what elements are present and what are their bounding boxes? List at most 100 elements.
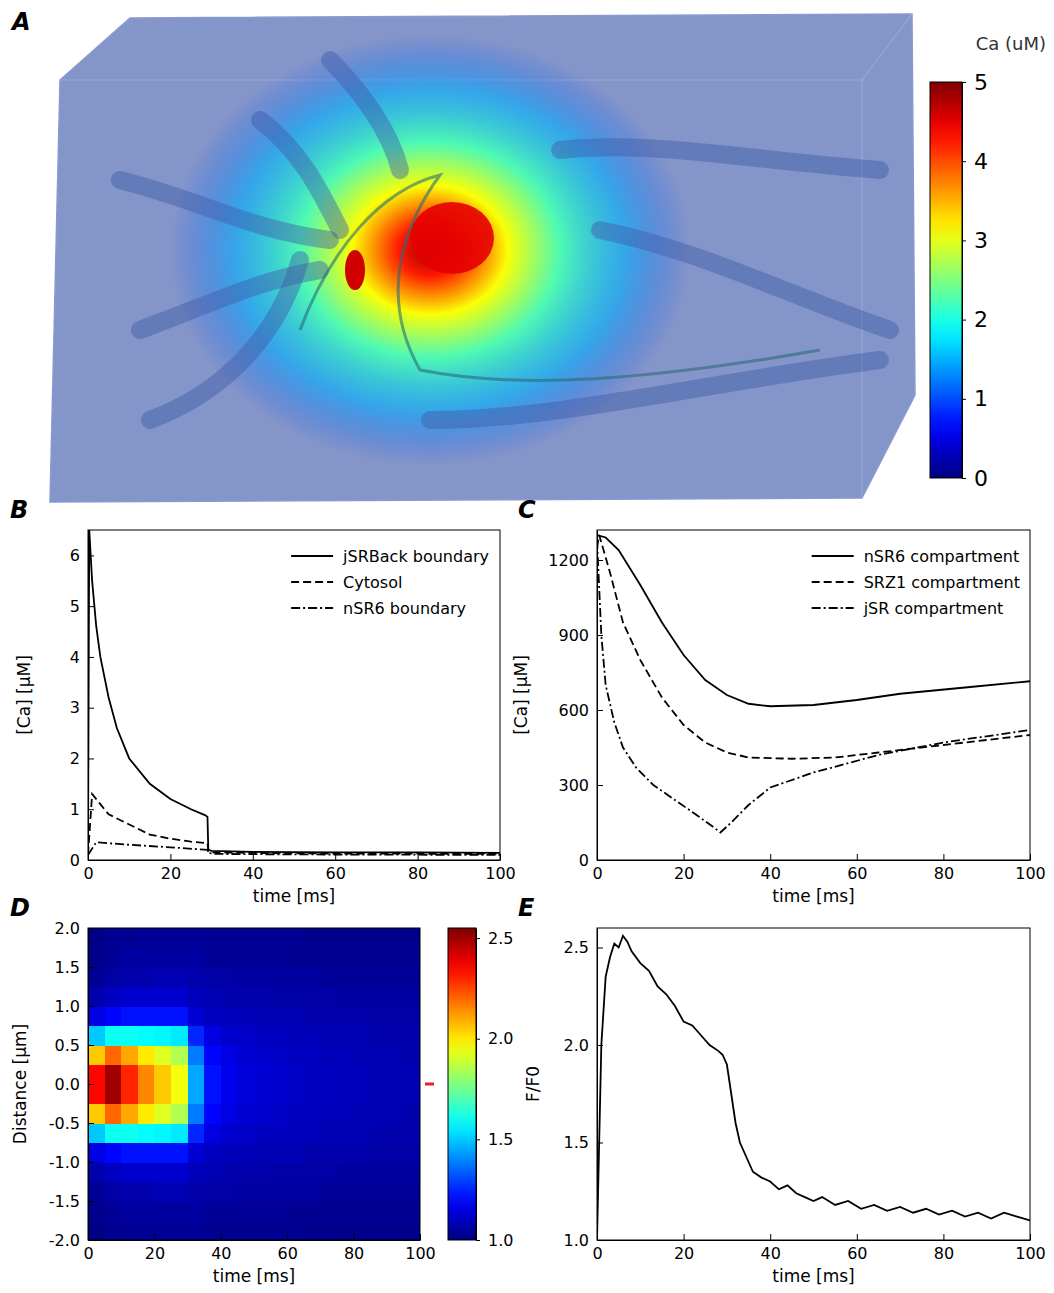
cell bbox=[105, 928, 122, 948]
x-axis-title: time [ms] bbox=[772, 1266, 855, 1286]
cell bbox=[88, 1143, 105, 1163]
legend-label: jSR compartment bbox=[863, 599, 1004, 618]
cell bbox=[304, 1045, 321, 1065]
cell bbox=[188, 1143, 205, 1163]
cell bbox=[154, 967, 171, 987]
cell bbox=[370, 1123, 387, 1143]
cell bbox=[254, 1045, 271, 1065]
tick-mark bbox=[857, 1234, 858, 1240]
cell bbox=[370, 1143, 387, 1163]
cell bbox=[337, 1065, 354, 1085]
tick: 1.5 bbox=[476, 1130, 513, 1149]
cell bbox=[88, 1006, 105, 1026]
tick: 0 bbox=[962, 466, 988, 491]
plot-frame bbox=[88, 530, 500, 860]
tick-mark bbox=[88, 1045, 94, 1046]
cell bbox=[105, 1162, 122, 1182]
y-axis: 03006009001200 bbox=[548, 531, 603, 870]
tick-label: 6 bbox=[70, 546, 80, 565]
cell bbox=[221, 1006, 238, 1026]
cell bbox=[403, 1221, 420, 1241]
cell bbox=[254, 1104, 271, 1124]
tick-mark bbox=[770, 1234, 771, 1240]
cell bbox=[121, 1065, 138, 1085]
tick-label: 5 bbox=[70, 597, 80, 616]
cell bbox=[337, 1084, 354, 1104]
cell bbox=[287, 1162, 304, 1182]
cell bbox=[105, 1006, 122, 1026]
cell bbox=[138, 967, 155, 987]
cell bbox=[337, 1201, 354, 1221]
cell bbox=[138, 1006, 155, 1026]
cell bbox=[320, 1201, 337, 1221]
tick: 900 bbox=[558, 626, 603, 645]
cell bbox=[354, 1104, 371, 1124]
cell bbox=[138, 1182, 155, 1202]
cell bbox=[154, 1045, 171, 1065]
cell bbox=[287, 1026, 304, 1046]
tick: 3 bbox=[70, 698, 94, 717]
cell bbox=[121, 928, 138, 948]
tick-mark bbox=[287, 1234, 288, 1240]
tick: 20 bbox=[674, 854, 694, 883]
cell bbox=[387, 1162, 404, 1182]
cell bbox=[304, 1182, 321, 1202]
tick: 2.5 bbox=[476, 929, 513, 948]
tick-label: 0 bbox=[83, 864, 93, 883]
cell bbox=[354, 1045, 371, 1065]
tick: 2 bbox=[70, 749, 94, 768]
cell bbox=[354, 1221, 371, 1241]
line bbox=[597, 535, 1030, 759]
cell bbox=[221, 967, 238, 987]
cell bbox=[204, 1162, 221, 1182]
cell bbox=[370, 1221, 387, 1241]
cell bbox=[188, 1006, 205, 1026]
cell bbox=[387, 1221, 404, 1241]
cell bbox=[304, 1143, 321, 1163]
cell bbox=[121, 1201, 138, 1221]
cell bbox=[237, 1143, 254, 1163]
tick-label: 600 bbox=[558, 701, 589, 720]
tick-mark bbox=[170, 854, 171, 860]
sr-tubule bbox=[560, 147, 880, 170]
cell bbox=[403, 1104, 420, 1124]
cell bbox=[121, 1221, 138, 1241]
tick-label: 1 bbox=[70, 800, 80, 819]
tick-mark bbox=[943, 1234, 944, 1240]
tick-mark bbox=[962, 240, 966, 241]
x-axis: 020406080100 bbox=[83, 1234, 435, 1263]
x-axis-title: time [ms] bbox=[213, 1266, 296, 1286]
cell bbox=[387, 1084, 404, 1104]
cell bbox=[204, 1084, 221, 1104]
line bbox=[88, 530, 500, 855]
tick-label: 60 bbox=[278, 1244, 298, 1263]
cell bbox=[154, 1084, 171, 1104]
cell bbox=[237, 948, 254, 968]
cell bbox=[271, 1104, 288, 1124]
tick-label: 40 bbox=[243, 864, 263, 883]
tick-label: 4 bbox=[70, 648, 80, 667]
tick: 40 bbox=[243, 854, 263, 883]
cell bbox=[271, 928, 288, 948]
cell bbox=[138, 1221, 155, 1241]
tick-label: 0 bbox=[974, 466, 988, 491]
cell bbox=[271, 1143, 288, 1163]
cell bbox=[204, 1201, 221, 1221]
cell bbox=[237, 1182, 254, 1202]
sr-tubule bbox=[430, 360, 880, 420]
cell bbox=[354, 1026, 371, 1046]
tick-label: 0.5 bbox=[55, 1036, 80, 1055]
y-axis-title: Distance [μm] bbox=[10, 1024, 30, 1144]
tick-mark bbox=[476, 1139, 480, 1140]
cell bbox=[138, 1065, 155, 1085]
tick-label: 2.5 bbox=[564, 938, 589, 957]
cell bbox=[121, 1026, 138, 1046]
cell bbox=[271, 1026, 288, 1046]
cell bbox=[121, 1162, 138, 1182]
tick-label: 0.0 bbox=[55, 1075, 80, 1094]
tick-mark bbox=[962, 320, 966, 321]
cell bbox=[354, 948, 371, 968]
cell bbox=[403, 1065, 420, 1085]
tick-mark bbox=[597, 635, 603, 636]
cell bbox=[320, 1221, 337, 1241]
